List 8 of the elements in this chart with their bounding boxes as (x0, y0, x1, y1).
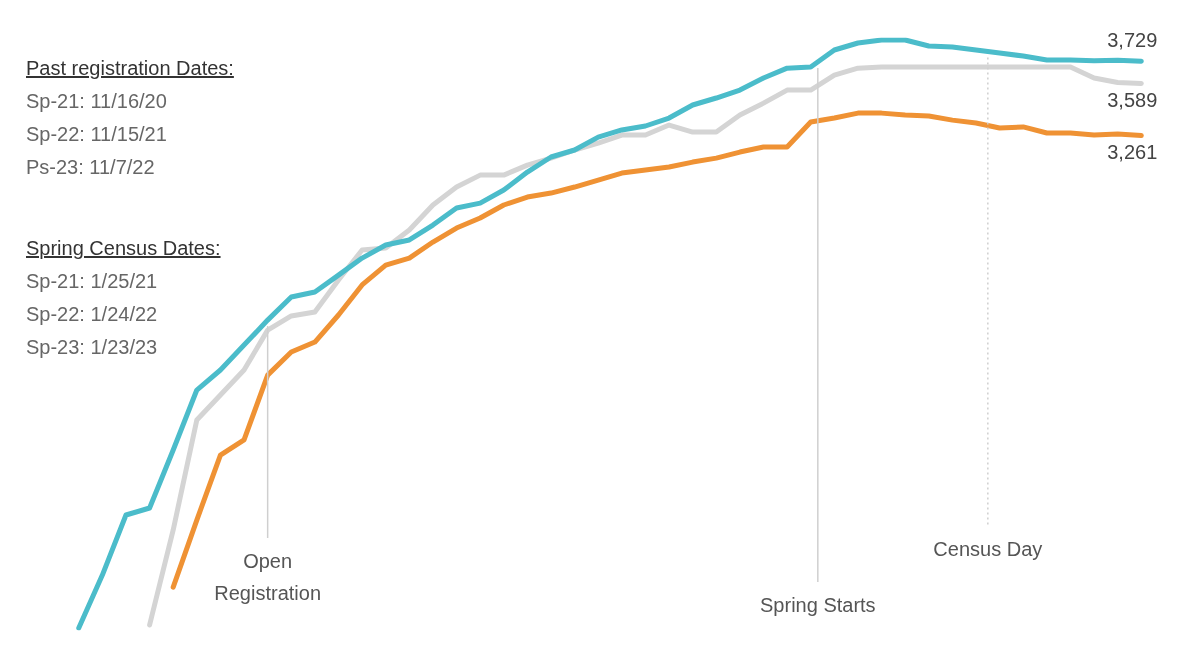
data-label: 3,261 (1107, 141, 1158, 164)
annotation: Open Registration (214, 549, 322, 604)
annotation: Census Day (933, 537, 1043, 560)
annotation: Spring Census Dates: Sp-21: 1/25/21 Sp-22: 1/24/22 Sp-23: 1/23/23 (26, 236, 222, 360)
annotation: Past registration Dates: Sp-21: 11/16/20 Sp-22: 11/15/21 Ps-23: 11/7/22 (26, 56, 234, 180)
annotation: Spring Starts (760, 593, 876, 616)
data-label: 3,729 (1107, 28, 1158, 51)
data-label: 3,589 (1107, 88, 1158, 111)
